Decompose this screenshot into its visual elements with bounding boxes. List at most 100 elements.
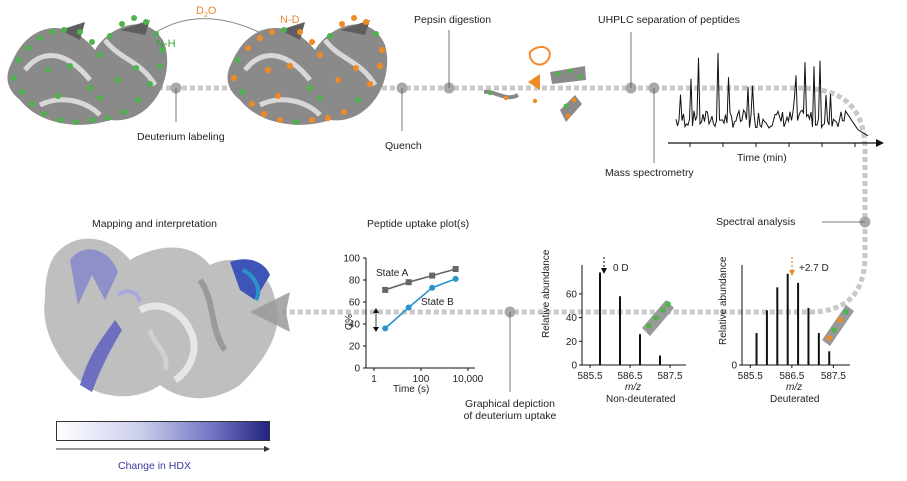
spec1-ytick-label: 60 <box>566 289 578 300</box>
protein-labeled <box>227 15 388 125</box>
amide-d-dot <box>341 109 347 115</box>
amide-h-dot <box>143 19 149 25</box>
spec1-ylabel: Relative abundance <box>541 249 552 338</box>
amide-h-dot <box>77 29 83 35</box>
state-a-point <box>382 286 389 293</box>
label-nd: N-D <box>280 14 300 26</box>
amide-h-dot <box>55 93 61 99</box>
amide-d-dot <box>335 77 341 83</box>
uptake-xtick-label: 1 <box>371 374 377 385</box>
spec2-xtick-label: 586.5 <box>779 371 804 382</box>
amide-d-dot <box>265 67 271 73</box>
amide-h-dot <box>159 47 165 53</box>
state-b-label: State B <box>421 297 454 308</box>
uptake-ylabel: %D <box>342 314 353 330</box>
spec1-xtick-label: 585.5 <box>577 371 602 382</box>
amide-d-dot <box>373 31 379 37</box>
spec1-ytick-label: 20 <box>566 337 578 348</box>
amide-d-dot <box>325 115 331 121</box>
label-deuterium-labeling: Deuterium labeling <box>137 131 225 143</box>
amide-h-dot <box>29 101 35 107</box>
spec1-xlabel: m/z <box>625 382 641 393</box>
amide-h-dot <box>67 63 73 69</box>
label-nh: N-H <box>156 38 176 50</box>
amide-d-dot <box>269 29 275 35</box>
amide-d-dot <box>275 93 281 99</box>
amide-d-dot <box>293 119 299 125</box>
labeling-arrow <box>144 18 266 41</box>
label-time-axis: Time (min) <box>737 152 787 164</box>
state-a-point <box>429 272 436 279</box>
spec2-title: Deuterated <box>770 394 819 405</box>
amide-h-dot <box>45 67 51 73</box>
uptake-ytick-label: 40 <box>349 320 361 331</box>
amide-d-dot <box>307 85 313 91</box>
amide-h-dot <box>19 89 25 95</box>
spec2-annotation: +2.7 D <box>799 263 829 274</box>
amide-h-dot <box>135 97 141 103</box>
amide-h-dot <box>121 109 127 115</box>
uptake-ytick-label: 0 <box>354 364 360 375</box>
protein-hdx-map <box>44 238 278 399</box>
peptide-fragments <box>483 45 586 122</box>
amide-d-dot <box>287 63 293 69</box>
amide-d-dot <box>257 35 263 41</box>
amide-h-dot <box>15 57 21 63</box>
label-graphical-depiction: Graphical depiction of deuterium uptake <box>463 398 557 422</box>
spec1-ytick-label: 40 <box>566 313 578 324</box>
state-b-point <box>382 325 389 332</box>
label-spectral-analysis: Spectral analysis <box>716 216 796 228</box>
state-b-point <box>452 275 459 282</box>
spectrum-deuterated: 0 585.5 586.5 587.5 +2.7 D Relative abunda… <box>718 256 854 405</box>
amide-h-dot <box>147 81 153 87</box>
amide-h-dot <box>153 31 159 37</box>
spec1-xtick-label: 586.5 <box>617 371 642 382</box>
state-b-point <box>429 284 436 291</box>
amide-h-dot <box>97 52 103 58</box>
uptake-xlabel: Time (s) <box>393 384 429 395</box>
uptake-xtick-label: 10,000 <box>453 374 484 385</box>
spec2-ylabel: Relative abundance <box>718 256 729 345</box>
amide-d-markers <box>231 15 385 125</box>
amide-d-dot <box>231 75 237 81</box>
state-a-point <box>452 266 459 272</box>
spec1-ytick-label: 0 <box>571 361 577 372</box>
spec1-xtick-label: 587.5 <box>657 371 682 382</box>
amide-h-dot <box>131 15 137 21</box>
state-a-label: State A <box>376 268 409 279</box>
spec1-annotation: 0 D <box>613 263 629 274</box>
amide-d-dot <box>363 19 369 25</box>
amide-d-dot <box>351 15 357 21</box>
amide-h-dot <box>11 75 17 81</box>
spec2-xtick-label: 585.5 <box>738 371 763 382</box>
uptake-ytick-label: 60 <box>349 298 361 309</box>
label-quench: Quench <box>385 140 422 152</box>
amide-h-dot <box>87 85 93 91</box>
amide-h-dot <box>119 21 125 27</box>
uptake-ytick-label: 100 <box>343 254 360 265</box>
amide-h-dot <box>73 119 79 125</box>
amide-h-dot <box>107 33 113 39</box>
uptake-xtick-label: 100 <box>413 374 430 385</box>
spec1-title: Non-deuterated <box>606 394 676 405</box>
amide-h-dot <box>133 65 139 71</box>
amide-h-dot <box>89 39 95 45</box>
amide-d-dot <box>249 101 255 107</box>
uptake-ytick-label: 80 <box>349 276 361 287</box>
amide-h-dot <box>61 27 67 33</box>
spec2-ytick-label: 0 <box>731 361 737 372</box>
label-mapping: Mapping and interpretation <box>92 218 217 230</box>
amide-d-dot <box>297 29 303 35</box>
amide-d-dot <box>281 27 287 33</box>
amide-d-dot <box>317 95 323 101</box>
amide-h-dot <box>25 45 31 51</box>
label-d2o: D2O <box>196 5 217 20</box>
amide-d-dot <box>353 65 359 71</box>
peptide-locator-arrow <box>250 292 290 332</box>
amide-h-dot <box>115 77 121 83</box>
amide-d-dot <box>239 89 245 95</box>
spec2-xtick-label: 587.5 <box>821 371 846 382</box>
amide-h-dot <box>41 111 47 117</box>
amide-h-markers <box>11 15 165 125</box>
label-change-hdx: Change in HDX <box>118 460 191 472</box>
